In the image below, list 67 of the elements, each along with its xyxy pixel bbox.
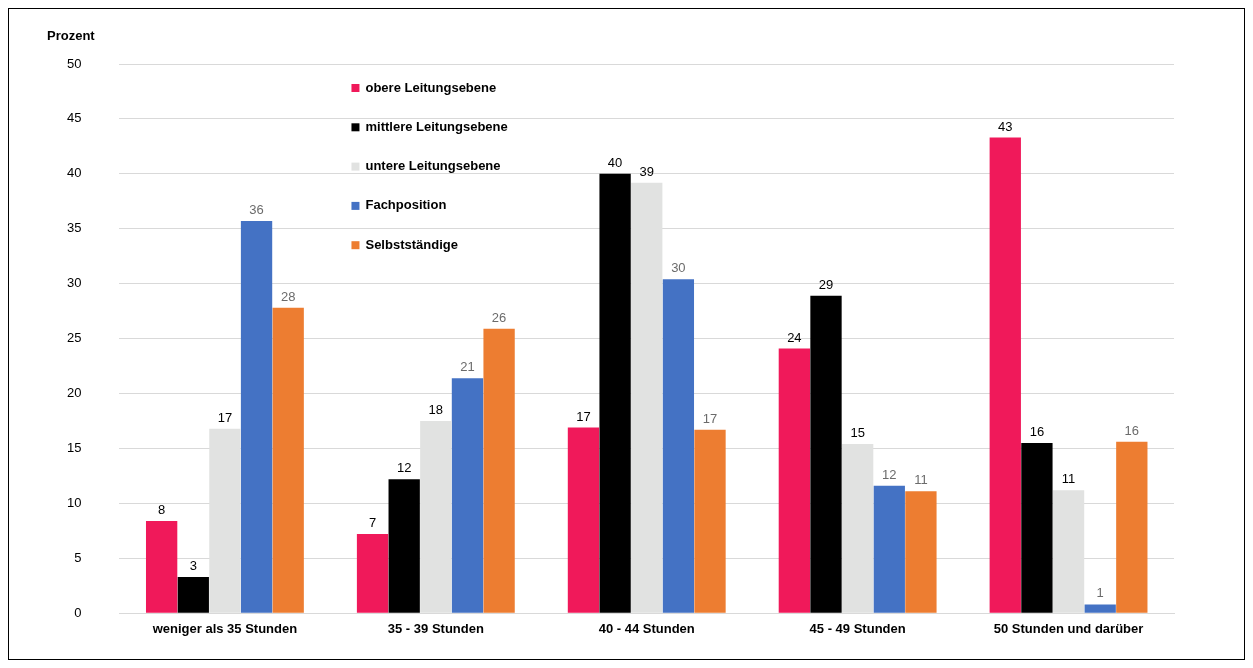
x-tick-label: 35 - 39 Stunden xyxy=(387,620,484,636)
data-label: 16 xyxy=(1029,424,1045,440)
bar xyxy=(483,328,515,613)
y-tick-label: 35 xyxy=(66,220,82,236)
data-label: 21 xyxy=(460,359,475,375)
bar xyxy=(356,534,389,613)
data-label: 26 xyxy=(491,309,507,325)
legend-label: mittlere Leitungsebene xyxy=(365,118,508,134)
y-tick-label: 5 xyxy=(74,549,82,565)
bar xyxy=(177,576,209,613)
bar xyxy=(905,491,937,613)
y-tick-label: 10 xyxy=(66,494,82,510)
y-tick-label: 50 xyxy=(66,55,82,71)
x-tick-label: 45 - 49 Stunden xyxy=(809,620,906,636)
data-label: 30 xyxy=(671,260,686,276)
data-label: 12 xyxy=(396,460,412,476)
data-label: 15 xyxy=(850,425,865,441)
data-label: 7 xyxy=(368,515,377,531)
bar xyxy=(778,348,811,613)
data-label: 17 xyxy=(217,409,233,425)
data-label: 39 xyxy=(639,163,654,179)
bar xyxy=(694,429,726,613)
y-tick-label: 45 xyxy=(66,110,82,126)
data-label: 43 xyxy=(998,118,1013,134)
data-label: 28 xyxy=(280,288,296,304)
data-label: 11 xyxy=(1061,471,1076,487)
y-tick-label: 30 xyxy=(66,275,82,291)
bar xyxy=(451,378,484,613)
bar xyxy=(1116,441,1148,613)
data-label: 8 xyxy=(158,502,166,518)
data-label: 11 xyxy=(914,472,928,488)
y-tick-label: 0 xyxy=(74,604,82,620)
data-label: 40 xyxy=(607,154,623,170)
bar xyxy=(388,479,420,613)
bar xyxy=(272,307,304,613)
legend-label: Fachposition xyxy=(365,197,447,213)
data-label: 36 xyxy=(249,202,264,218)
data-label: 17 xyxy=(576,408,591,424)
bar xyxy=(873,485,905,613)
bar xyxy=(1021,442,1053,613)
x-tick-label: 40 - 44 Stunden xyxy=(598,620,695,636)
data-label: 16 xyxy=(1124,422,1140,438)
x-tick-label: weniger als 35 Stunden xyxy=(151,620,298,636)
y-tick-label: 20 xyxy=(66,385,82,401)
data-label: 1 xyxy=(1096,585,1104,601)
y-tick-label: 25 xyxy=(66,330,82,346)
bar xyxy=(240,221,273,613)
bar xyxy=(989,137,1021,613)
data-label: 17 xyxy=(702,410,718,426)
data-label: 12 xyxy=(882,466,897,482)
data-label: 3 xyxy=(189,558,197,574)
data-label: 24 xyxy=(787,329,802,345)
y-tick-label: 15 xyxy=(66,440,82,456)
legend-label: Selbstständige xyxy=(365,236,458,252)
y-tick-label: 40 xyxy=(66,165,82,181)
legend-label: obere Leitungsebene xyxy=(365,79,497,95)
bar xyxy=(599,173,631,613)
bar xyxy=(145,520,178,613)
bar xyxy=(810,295,842,613)
bar xyxy=(662,279,695,613)
data-label: 29 xyxy=(818,276,834,292)
x-tick-label: 50 Stunden und darüber xyxy=(993,620,1144,636)
bar xyxy=(1084,604,1116,613)
bar xyxy=(567,427,600,613)
legend-label: untere Leitungsebene xyxy=(365,158,501,174)
data-label: 18 xyxy=(428,402,444,418)
y-axis-title: Prozent xyxy=(47,27,96,43)
